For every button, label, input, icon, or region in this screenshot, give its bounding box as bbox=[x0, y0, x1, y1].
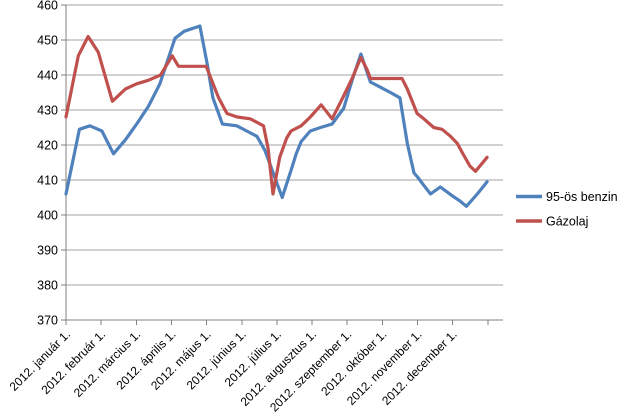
y-axis-label: 410 bbox=[37, 174, 58, 188]
y-axis-label: 370 bbox=[37, 314, 58, 328]
legend-label-95-benzin: 95-ös benzin bbox=[546, 190, 618, 204]
series-line-gazolaj bbox=[64, 34, 489, 196]
x-axis-label: 2012. január 1. bbox=[7, 327, 74, 394]
y-axis-label: 440 bbox=[37, 69, 58, 83]
y-axis-label: 430 bbox=[37, 104, 58, 118]
y-axis-label: 400 bbox=[37, 209, 58, 223]
y-axis-label: 420 bbox=[37, 139, 58, 153]
y-axis-label: 450 bbox=[37, 34, 58, 48]
legend-label-gazolaj: Gázolaj bbox=[546, 215, 588, 229]
y-axis-label: 380 bbox=[37, 279, 58, 293]
series-line-95-benzin bbox=[64, 24, 489, 208]
y-axis-label: 460 bbox=[37, 0, 58, 13]
y-axis-label: 390 bbox=[37, 244, 58, 258]
